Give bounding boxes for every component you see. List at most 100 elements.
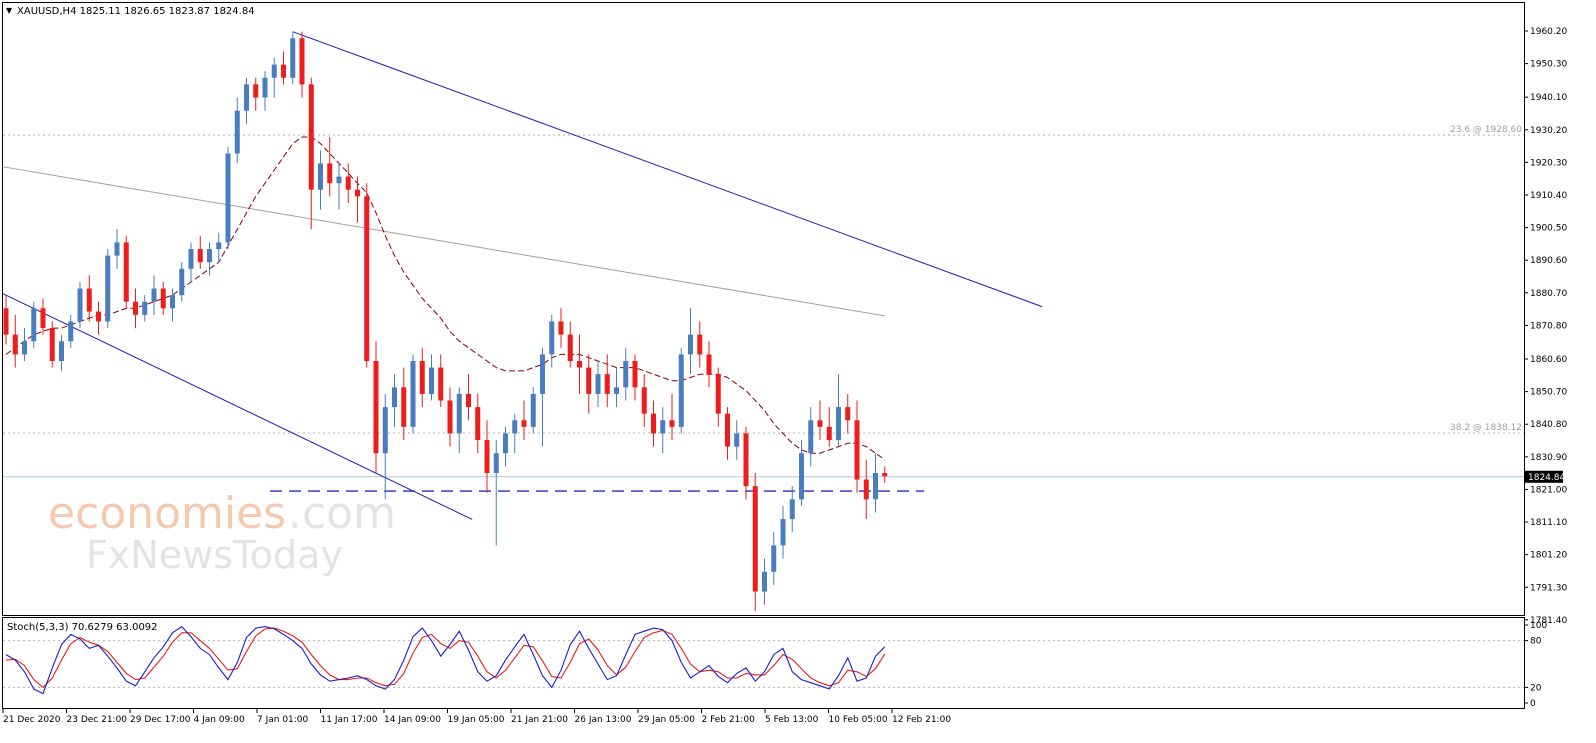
candle-body (447, 400, 453, 434)
resistance-trendline[interactable] (2, 166, 885, 317)
candle-body (253, 84, 259, 98)
fib-level-label: 23.6 @ 1928.60 (1450, 125, 1522, 135)
candle (188, 242, 194, 282)
stoch-main-line (5, 625, 886, 695)
channel-upper-line[interactable] (292, 31, 1043, 308)
candle-body (373, 360, 379, 454)
candle (641, 374, 647, 427)
candle (651, 400, 656, 447)
candle (475, 393, 481, 454)
candle (105, 249, 111, 329)
candle-body (197, 249, 203, 263)
stoch-signal-line (5, 627, 886, 689)
candle (77, 281, 83, 329)
candle (22, 328, 27, 361)
candle-body (715, 374, 721, 414)
candle (207, 242, 212, 276)
candle-body (336, 176, 342, 184)
candle (438, 354, 444, 408)
candle (59, 334, 64, 371)
candle-body (262, 77, 268, 98)
candle (725, 407, 730, 460)
moving-average (5, 136, 886, 461)
time-tick-label: 19 Jan 05:00 (448, 715, 505, 725)
candle-body (725, 413, 730, 447)
candle-body (558, 321, 564, 335)
candle (567, 321, 573, 368)
price-tick-label: 1900.50 (1530, 224, 1567, 234)
candle-body (632, 360, 638, 388)
candle (142, 295, 148, 322)
candle-body (364, 196, 370, 361)
candle-body (799, 453, 804, 500)
candle (762, 558, 767, 605)
candle-body (419, 360, 425, 394)
price-tick-label: 1910.40 (1530, 191, 1567, 201)
candle-body (604, 374, 610, 394)
candle-body (863, 479, 869, 500)
candle-body (12, 334, 18, 355)
candle (632, 354, 638, 401)
candle-body (3, 308, 9, 335)
channel-lower-line[interactable] (3, 293, 473, 520)
candle (660, 407, 666, 454)
candle (225, 146, 231, 250)
candle (12, 314, 18, 368)
candle-body (743, 433, 749, 487)
stoch-axis: 100 80 20 0 (1524, 621, 1547, 709)
candle (197, 235, 203, 269)
price-tick-label: 1880.70 (1530, 289, 1567, 299)
candle (484, 420, 490, 493)
price-tick-label: 1920.30 (1530, 158, 1567, 168)
candle-body (882, 472, 888, 477)
candle (530, 387, 536, 434)
candle (86, 275, 92, 322)
fib-level-label: 38.2 @ 1838.12 (1450, 423, 1522, 433)
candle-body (466, 393, 471, 408)
time-tick-label: 21 Dec 2020 (3, 715, 61, 725)
candle-body (179, 268, 185, 296)
candle-body (854, 420, 860, 480)
candle (123, 235, 129, 309)
collapse-triangle-icon[interactable]: ▼ (6, 6, 13, 15)
candle (854, 400, 860, 493)
candle (771, 532, 777, 585)
candle-body (697, 334, 703, 355)
candle (308, 77, 314, 230)
candle (151, 275, 157, 315)
time-tick-label: 26 Jan 13:00 (575, 715, 632, 725)
candle (401, 367, 407, 441)
candle (845, 393, 851, 434)
candle-body (68, 321, 74, 342)
candle (96, 301, 101, 335)
price-tick-label: 1801.20 (1530, 551, 1567, 561)
candle-body (734, 433, 740, 447)
candle (549, 314, 555, 368)
candle (429, 354, 434, 401)
candle (410, 354, 416, 434)
candle-body (521, 420, 527, 427)
candle-body (567, 334, 573, 361)
candle-body (225, 153, 231, 243)
drawing-objects[interactable] (2, 31, 1043, 520)
candle (392, 374, 397, 427)
ma-line (5, 136, 886, 461)
time-axis: 21 Dec 2020 23 Dec 21:00 29 Dec 17:00 4 Jan… (2, 709, 951, 725)
candle (623, 347, 629, 401)
price-tick-label: 1950.30 (1530, 60, 1567, 70)
candle (382, 393, 388, 500)
candle-body (873, 472, 878, 500)
candle-body (96, 311, 101, 322)
candle (789, 486, 795, 533)
candle (706, 341, 712, 388)
candle-body (308, 84, 314, 190)
candle-body (77, 288, 83, 322)
time-tick-label: 29 Jan 05:00 (638, 715, 695, 725)
candle-body (641, 387, 647, 414)
watermark-fxnewstoday: FxNewsToday (86, 533, 343, 577)
candle (234, 97, 240, 164)
time-tick-label: 14 Jan 09:00 (384, 715, 441, 725)
candle-body (290, 38, 296, 78)
candle (669, 393, 675, 441)
